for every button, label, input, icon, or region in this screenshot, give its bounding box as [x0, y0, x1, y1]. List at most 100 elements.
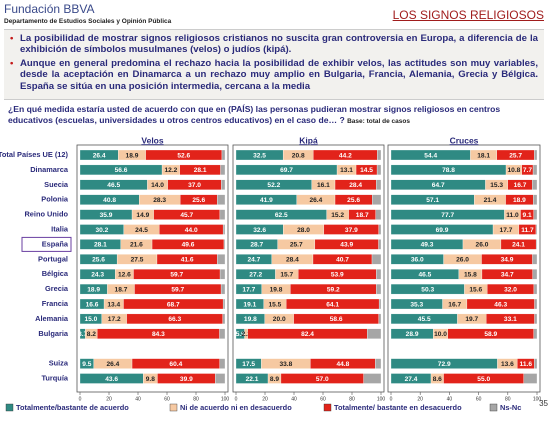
value-label: 26.0	[476, 242, 489, 249]
value-label: 13.1	[340, 167, 353, 174]
value-label: 66.3	[168, 316, 181, 323]
value-label: 13.4	[107, 301, 120, 308]
value-label: 8.2	[87, 331, 96, 338]
x-tick-label: 40	[291, 396, 297, 402]
value-label: 16.1	[317, 182, 330, 189]
x-tick-label: 0	[390, 396, 393, 402]
value-label: 58.9	[484, 331, 497, 338]
value-label: 15.0	[84, 316, 97, 323]
value-label: 9.5	[82, 361, 91, 368]
value-label: 34.9	[501, 257, 514, 264]
category-label: Polonia	[41, 195, 69, 204]
panel-title: Velos	[141, 135, 163, 145]
value-label: 60.4	[169, 361, 182, 368]
bar-segment	[378, 224, 382, 235]
value-label: 49.3	[421, 242, 434, 249]
category-label: Bulgaria	[38, 329, 68, 338]
value-label: 25.6	[92, 257, 105, 264]
value-label: 26.4	[309, 197, 322, 204]
value-label: 15.2	[331, 212, 344, 219]
value-label: 50.3	[421, 286, 434, 293]
value-label: 58.6	[330, 316, 343, 323]
value-label: 78.8	[442, 167, 455, 174]
bar-segment	[534, 358, 538, 369]
value-label: 17.7	[500, 227, 513, 234]
category-label: Bélgica	[42, 269, 69, 278]
x-tick-label: 80	[505, 396, 511, 402]
value-label: 45.7	[180, 212, 193, 219]
value-label: 27.5	[131, 257, 144, 264]
value-label: 24.1	[512, 242, 525, 249]
panel-frame	[76, 144, 229, 393]
value-label: 32.0	[504, 286, 517, 293]
x-tick-label: 40	[447, 396, 453, 402]
value-label: 37.0	[188, 182, 201, 189]
bar-segment	[217, 254, 226, 265]
bar-segment	[223, 239, 226, 250]
value-label: 82.4	[301, 331, 314, 338]
value-label: 68.7	[167, 301, 180, 308]
bar-segment	[533, 283, 538, 295]
category-label: Alemania	[35, 314, 69, 323]
value-label: 19.8	[270, 286, 283, 293]
bar-segment	[377, 149, 382, 161]
value-label: 20.0	[273, 316, 286, 323]
value-label: 18.7	[356, 212, 369, 219]
value-label: 14.9	[136, 212, 149, 219]
value-label: 10.0	[434, 331, 447, 338]
question-text: ¿En qué medida estaría usted de acuerdo …	[8, 104, 501, 125]
bar-segment	[219, 328, 226, 339]
value-label: 15.8	[464, 271, 477, 278]
bar-segment	[219, 358, 226, 369]
bar-segment	[535, 224, 538, 235]
value-label: 53.9	[331, 271, 344, 278]
value-label: 54.4	[424, 152, 437, 159]
value-label: 8.9	[270, 376, 279, 383]
value-label: 59.2	[327, 286, 340, 293]
legend-label: Ns-Nc	[500, 403, 521, 412]
bar-segment	[372, 194, 382, 205]
legend-swatch	[5, 403, 14, 412]
bar-segment	[376, 164, 382, 176]
value-label: 16.7	[514, 182, 527, 189]
bar-segment	[221, 179, 226, 190]
panel-title: Kipá	[299, 135, 318, 145]
value-label: 21.6	[130, 242, 143, 249]
value-label: 33.8	[279, 361, 292, 368]
value-label: 45.5	[418, 316, 431, 323]
slide-title: LOS SIGNOS RELIGIOSOS	[392, 8, 544, 22]
bar-segment	[378, 313, 382, 325]
value-label: 3.7	[78, 331, 87, 338]
value-label: 30.2	[95, 227, 108, 234]
value-label: 5.9	[236, 331, 245, 338]
value-label: 14.0	[151, 182, 164, 189]
value-label: 32.6	[253, 227, 266, 234]
category-label: Suiza	[49, 359, 69, 368]
value-label: 24.5	[135, 227, 148, 234]
value-label: 28.1	[194, 167, 207, 174]
bar-segment	[532, 269, 538, 280]
value-label: 28.1	[94, 242, 107, 249]
bar-segment	[222, 298, 226, 310]
value-label: 56.6	[115, 167, 128, 174]
bar-segment	[532, 164, 538, 176]
bar-segment	[376, 269, 382, 280]
value-label: 17.7	[242, 286, 255, 293]
base-note: Base: total de casos	[347, 118, 410, 125]
category-label: Francia	[42, 299, 69, 308]
value-label: 36.0	[411, 257, 424, 264]
category-label: Italia	[51, 224, 69, 233]
bar-segment	[378, 298, 382, 310]
value-label: 11.6	[520, 361, 533, 368]
value-label: 8.6	[433, 376, 442, 383]
bar-segment	[533, 194, 538, 205]
value-label: 64.1	[326, 301, 339, 308]
value-label: 28.9	[406, 331, 419, 338]
value-label: 40.8	[103, 197, 116, 204]
category-label: Total Países UE (12)	[0, 150, 69, 159]
value-label: 34.7	[501, 271, 514, 278]
value-label: 57.0	[316, 376, 329, 383]
value-label: 18.9	[87, 286, 100, 293]
panel-frame	[232, 144, 385, 393]
